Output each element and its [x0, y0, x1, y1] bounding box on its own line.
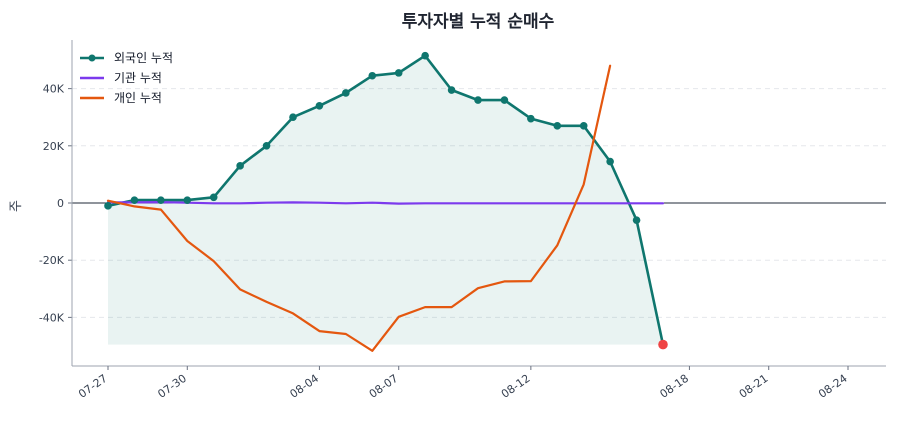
- legend-label: 기관 누적: [114, 71, 162, 85]
- area-fill-외국인 누적: [108, 55, 663, 345]
- data-point: [421, 51, 429, 60]
- legend-marker: [88, 54, 96, 62]
- y-tick-label: -40K: [39, 311, 65, 324]
- data-point: [342, 89, 350, 97]
- data-point: [527, 114, 535, 123]
- data-point: [579, 121, 588, 130]
- data-point: [209, 193, 218, 202]
- series-lines: [106, 54, 665, 352]
- y-tick-label: 20K: [43, 140, 65, 153]
- data-point: [183, 196, 192, 204]
- chart-title: 투자자별 누적 순매수: [402, 12, 555, 32]
- data-point: [500, 96, 509, 104]
- series-line: [106, 54, 665, 346]
- data-point: [632, 216, 641, 224]
- data-point: [606, 157, 614, 166]
- x-tick-label: 07-27: [76, 372, 110, 401]
- data-point: [262, 142, 271, 150]
- legend-label: 외국인 누적: [114, 51, 173, 65]
- data-point: [289, 113, 297, 122]
- y-axis-label: 주: [9, 200, 24, 212]
- data-point: [474, 96, 482, 104]
- series-line: [106, 201, 665, 205]
- data-point: [447, 86, 456, 94]
- x-tick-label: 08-07: [367, 372, 401, 401]
- y-tick-label: 40K: [43, 83, 65, 96]
- data-point: [553, 121, 562, 130]
- data-point: [368, 71, 377, 80]
- x-tick-label: 08-21: [737, 372, 771, 401]
- legend-label: 개인 누적: [114, 91, 162, 105]
- data-point: [394, 69, 403, 77]
- data-point: [236, 162, 244, 170]
- area-fill-layer: [108, 55, 663, 345]
- x-tick-label: 08-04: [288, 372, 322, 401]
- x-tick-label: 08-24: [816, 372, 850, 401]
- x-tick-label: 07-30: [155, 372, 189, 401]
- series-markers: [104, 51, 668, 350]
- series-line: [106, 64, 612, 352]
- data-point: [130, 196, 139, 204]
- highlight-point: [658, 339, 668, 350]
- data-point: [157, 196, 165, 204]
- y-tick-label: -20K: [39, 254, 65, 267]
- data-point: [315, 101, 324, 110]
- x-tick-label: 08-12: [499, 372, 533, 401]
- x-tick-label: 08-18: [658, 372, 692, 401]
- data-point: [104, 202, 112, 210]
- y-tick-label: 0: [57, 197, 64, 210]
